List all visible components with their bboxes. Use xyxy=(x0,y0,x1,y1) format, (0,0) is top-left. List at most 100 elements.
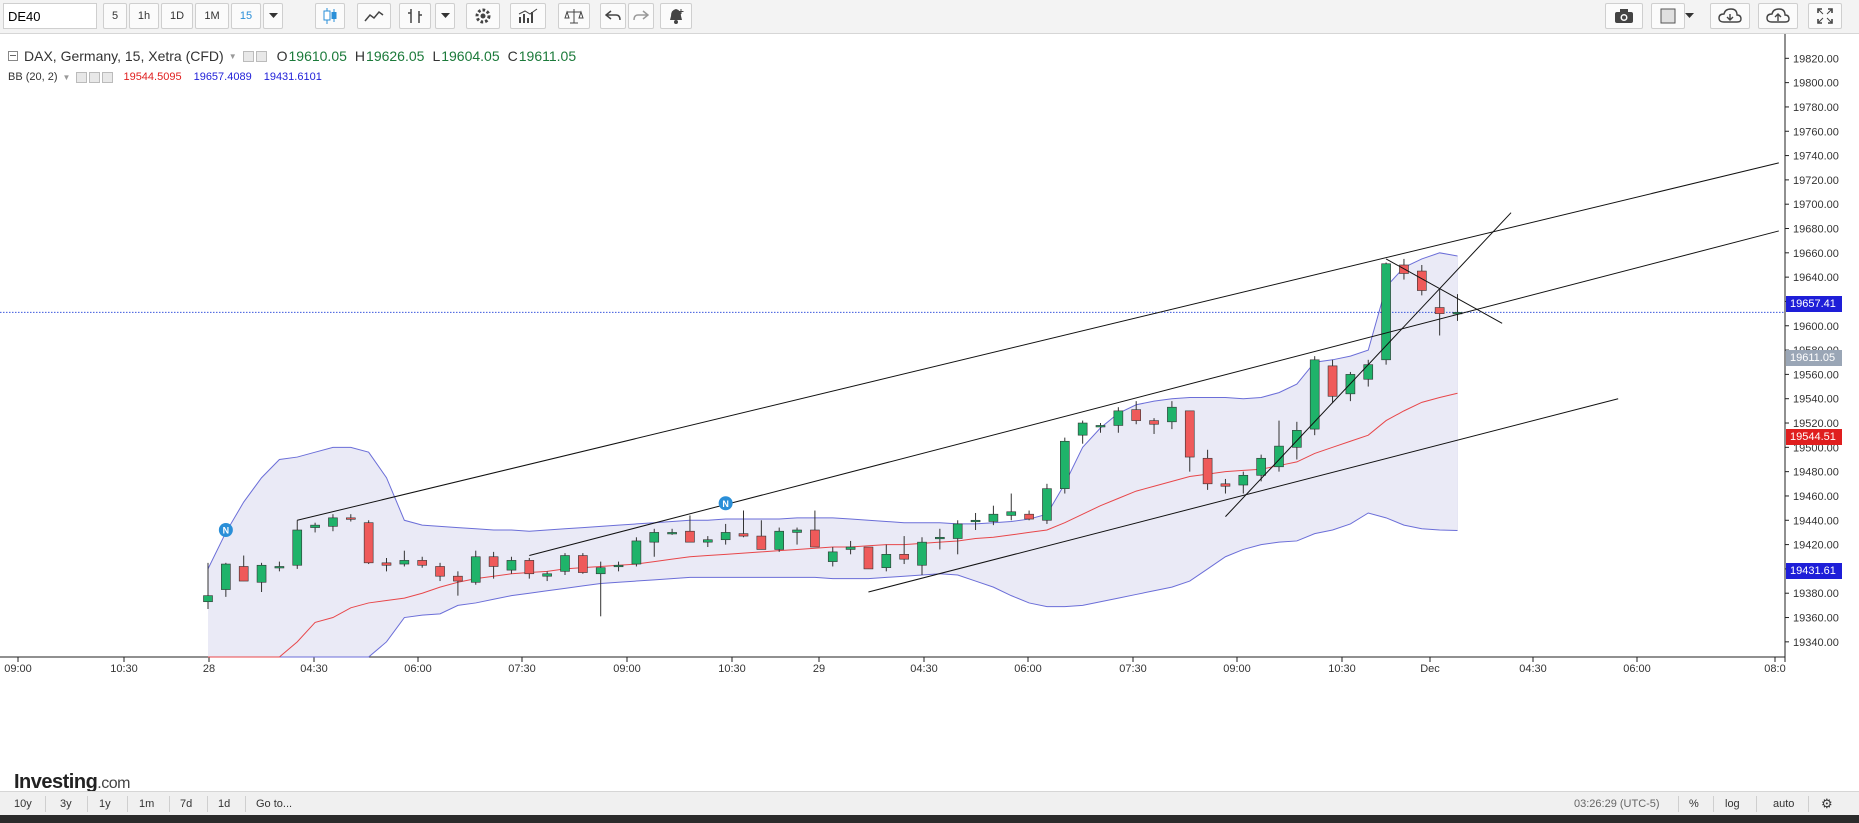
candle-body xyxy=(1309,359,1320,430)
range-1m-button[interactable]: 1m xyxy=(139,798,155,810)
candle-body xyxy=(203,595,213,603)
percent-scale-toggle[interactable]: % xyxy=(1689,798,1699,810)
trendline xyxy=(868,398,1619,593)
interval-dropdown-caret-icon[interactable] xyxy=(263,3,283,29)
candle-body xyxy=(631,540,642,565)
undo-icon[interactable] xyxy=(600,3,626,29)
candle-body xyxy=(274,566,285,569)
chart-area[interactable]: 19340.0019360.0019380.0019400.0019420.00… xyxy=(0,34,1859,793)
legend-title: DAX, Germany, 15, Xetra (CFD) xyxy=(24,48,224,64)
bb-settings-icon[interactable] xyxy=(76,71,88,83)
x-tick-label: 09:00 xyxy=(613,663,641,675)
candle-body xyxy=(952,523,963,539)
range-7d-button[interactable]: 7d xyxy=(180,798,193,810)
candle-body xyxy=(1363,364,1374,380)
candle-body xyxy=(827,551,838,562)
color-dropdown-caret-icon[interactable] xyxy=(1679,3,1699,29)
candle-body xyxy=(542,573,552,577)
compare-scale-icon[interactable] xyxy=(558,3,590,29)
trendline xyxy=(1225,212,1512,517)
candle-body xyxy=(488,556,499,567)
legend-visibility-icon[interactable] xyxy=(255,50,267,62)
settings-gear-icon-bottom[interactable]: ⚙ xyxy=(1821,796,1833,811)
y-tick-label: 19420.00 xyxy=(1793,540,1839,552)
candle-body xyxy=(935,536,945,540)
line-chart-icon[interactable] xyxy=(357,3,391,29)
bollinger-band-fill xyxy=(208,252,1458,657)
x-tick-label: 04:30 xyxy=(1519,663,1547,675)
candle-body xyxy=(1042,488,1052,521)
bb-lower-price-tag: 19431.61 xyxy=(1786,563,1842,579)
candle-body xyxy=(578,555,588,573)
candle-body xyxy=(1256,457,1266,476)
bb-upper-line xyxy=(207,252,1458,570)
interval-1m-button[interactable]: 1M xyxy=(195,3,229,29)
range-3y-button[interactable]: 3y xyxy=(60,798,72,810)
candle-body xyxy=(667,532,677,535)
low-label: L xyxy=(432,48,441,64)
candle-body xyxy=(720,532,731,541)
cloud-upload-icon[interactable] xyxy=(1758,3,1798,29)
x-tick-label: 29 xyxy=(813,663,825,675)
legend-caret-icon[interactable]: ▼ xyxy=(228,51,237,61)
candle-body xyxy=(345,517,356,520)
toolbar: 5 1h 1D 1M 15 xyxy=(0,0,1859,34)
candlestick-icon[interactable] xyxy=(315,3,345,29)
collapse-legend-icon[interactable] xyxy=(8,51,18,61)
candle-body xyxy=(1167,406,1177,423)
last-price-tag: 19611.05 xyxy=(1786,350,1842,366)
candle-body xyxy=(221,563,231,590)
bb-caret-icon[interactable]: ▼ xyxy=(62,72,71,82)
interval-15-button[interactable]: 15 xyxy=(231,3,261,29)
x-tick-label: 07:30 xyxy=(508,663,536,675)
candle-body xyxy=(774,530,785,550)
candle-body xyxy=(238,566,249,582)
fullscreen-icon[interactable] xyxy=(1808,3,1842,29)
legend-settings-icon[interactable] xyxy=(242,50,254,62)
interval-1d-button[interactable]: 1D xyxy=(161,3,193,29)
bb-close-icon[interactable] xyxy=(102,71,114,83)
auto-scale-toggle[interactable]: auto xyxy=(1773,798,1795,810)
color-box-icon[interactable] xyxy=(1651,3,1685,29)
x-tick-label: 10:30 xyxy=(718,663,746,675)
camera-icon[interactable] xyxy=(1605,3,1643,29)
redo-icon[interactable] xyxy=(628,3,654,29)
y-tick-label: 19480.00 xyxy=(1793,467,1839,479)
news-marker-icon xyxy=(718,496,733,511)
trendline xyxy=(1385,258,1503,324)
cloud-download-icon[interactable] xyxy=(1710,3,1750,29)
indicators-icon[interactable] xyxy=(510,3,546,29)
y-tick-label: 19680.00 xyxy=(1793,224,1839,236)
ohlc-bars-icon[interactable] xyxy=(399,3,431,29)
range-1d-button[interactable]: 1d xyxy=(218,798,231,810)
log-scale-toggle[interactable]: log xyxy=(1725,798,1740,810)
news-marker-letter: N xyxy=(223,526,230,536)
close-value: 19611.05 xyxy=(518,48,577,64)
candle-body xyxy=(560,555,570,572)
open-value: 19610.05 xyxy=(288,48,347,64)
candle-body xyxy=(417,560,428,566)
range-10y-button[interactable]: 10y xyxy=(14,798,32,810)
x-tick-label: 04:30 xyxy=(300,663,328,675)
candle-body xyxy=(1381,263,1391,361)
investing-logo[interactable]: Investing.com xyxy=(14,771,130,793)
interval-1h-button[interactable]: 1h xyxy=(129,3,159,29)
candle-body xyxy=(881,554,892,568)
chart-type-dropdown-caret-icon[interactable] xyxy=(435,3,455,29)
settings-gear-icon[interactable] xyxy=(466,3,500,29)
range-1y-button[interactable]: 1y xyxy=(99,798,111,810)
bb-legend-label: BB (20, 2) xyxy=(8,71,58,83)
candle-body xyxy=(1220,483,1231,487)
x-tick-label: 09:00 xyxy=(4,663,32,675)
clock-readout: 03:26:29 (UTC-5) xyxy=(1574,798,1660,810)
bb-lower-value: 19431.6101 xyxy=(263,71,322,83)
candle-body xyxy=(1077,422,1088,436)
symbol-search-input[interactable] xyxy=(3,3,97,29)
interval-5-button[interactable]: 5 xyxy=(103,3,127,29)
bb-visibility-icon[interactable] xyxy=(89,71,101,83)
goto-date-button[interactable]: Go to... xyxy=(256,798,293,810)
y-tick-label: 19600.00 xyxy=(1793,321,1839,333)
alert-bell-icon[interactable] xyxy=(660,3,692,29)
candle-body xyxy=(1113,410,1124,426)
price-chart[interactable]: 19340.0019360.0019380.0019400.0019420.00… xyxy=(0,34,1859,789)
